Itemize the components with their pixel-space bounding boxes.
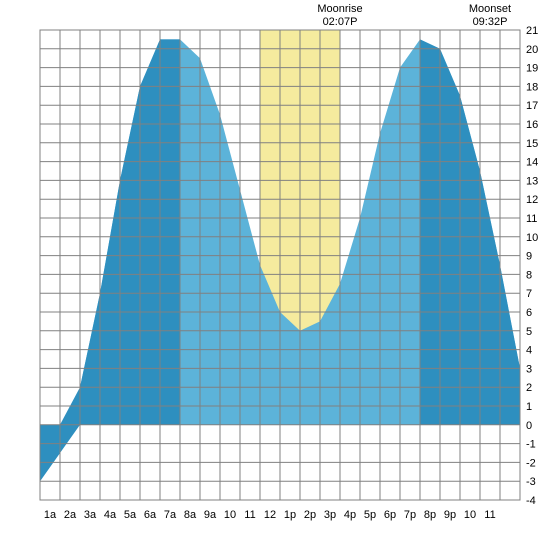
y-tick-label: 5 xyxy=(526,326,532,338)
x-tick-label: 5a xyxy=(124,509,137,521)
y-tick-label: 15 xyxy=(526,138,538,150)
x-tick-label: 8a xyxy=(184,509,197,521)
x-tick-label: 11 xyxy=(484,509,495,521)
y-tick-label: 20 xyxy=(526,44,538,56)
x-tick-label: 7a xyxy=(164,509,177,521)
x-tick-label: 9p xyxy=(444,509,456,521)
y-tick-label: 1 xyxy=(526,401,532,413)
y-tick-label: 6 xyxy=(526,307,532,319)
x-tick-label: 10 xyxy=(224,509,236,521)
x-tick-label: 11 xyxy=(244,509,255,521)
x-tick-label: 7p xyxy=(404,509,416,521)
y-tick-label: 3 xyxy=(526,363,532,375)
y-tick-label: -1 xyxy=(526,439,536,451)
y-tick-label: 19 xyxy=(526,63,538,75)
x-tick-label: 10 xyxy=(464,509,476,521)
y-tick-label: 10 xyxy=(526,232,538,244)
y-tick-label: 12 xyxy=(526,194,538,206)
x-tick-label: 8p xyxy=(424,509,436,521)
x-tick-label: 9a xyxy=(204,509,217,521)
y-tick-label: 9 xyxy=(526,251,532,263)
y-tick-label: -3 xyxy=(526,476,536,488)
y-tick-label: -4 xyxy=(526,495,536,507)
y-tick-label: 2 xyxy=(526,382,532,394)
y-tick-label: 8 xyxy=(526,269,532,281)
y-tick-label: 0 xyxy=(526,420,532,432)
x-tick-label: 12 xyxy=(264,509,276,521)
x-tick-label: 4a xyxy=(104,509,117,521)
x-tick-label: 2a xyxy=(64,509,77,521)
y-tick-label: 21 xyxy=(526,25,538,37)
y-tick-label: 17 xyxy=(526,100,538,112)
x-tick-label: 6p xyxy=(384,509,396,521)
y-tick-label: 7 xyxy=(526,288,532,300)
y-tick-label: 11 xyxy=(526,213,537,225)
x-tick-label: 3p xyxy=(324,509,336,521)
x-tick-label: 5p xyxy=(364,509,376,521)
x-tick-label: 2p xyxy=(304,509,316,521)
x-tick-label: 4p xyxy=(344,509,356,521)
y-tick-label: 14 xyxy=(526,157,538,169)
moonset-time: 09:32P xyxy=(473,16,508,28)
moonset-label: Moonset xyxy=(469,3,511,15)
x-tick-label: 3a xyxy=(84,509,97,521)
x-tick-label: 1p xyxy=(284,509,296,521)
y-tick-label: 13 xyxy=(526,175,538,187)
y-tick-label: -2 xyxy=(526,457,536,469)
y-tick-label: 18 xyxy=(526,81,538,93)
x-tick-label: 6a xyxy=(144,509,157,521)
y-tick-label: 16 xyxy=(526,119,538,131)
x-tick-label: 1a xyxy=(44,509,57,521)
y-tick-label: 4 xyxy=(526,345,532,357)
moonrise-label: Moonrise xyxy=(317,3,362,15)
tide-chart: -4-3-2-101234567891011121314151617181920… xyxy=(0,0,550,550)
chart-svg: -4-3-2-101234567891011121314151617181920… xyxy=(0,0,550,550)
moonrise-time: 02:07P xyxy=(323,16,358,28)
